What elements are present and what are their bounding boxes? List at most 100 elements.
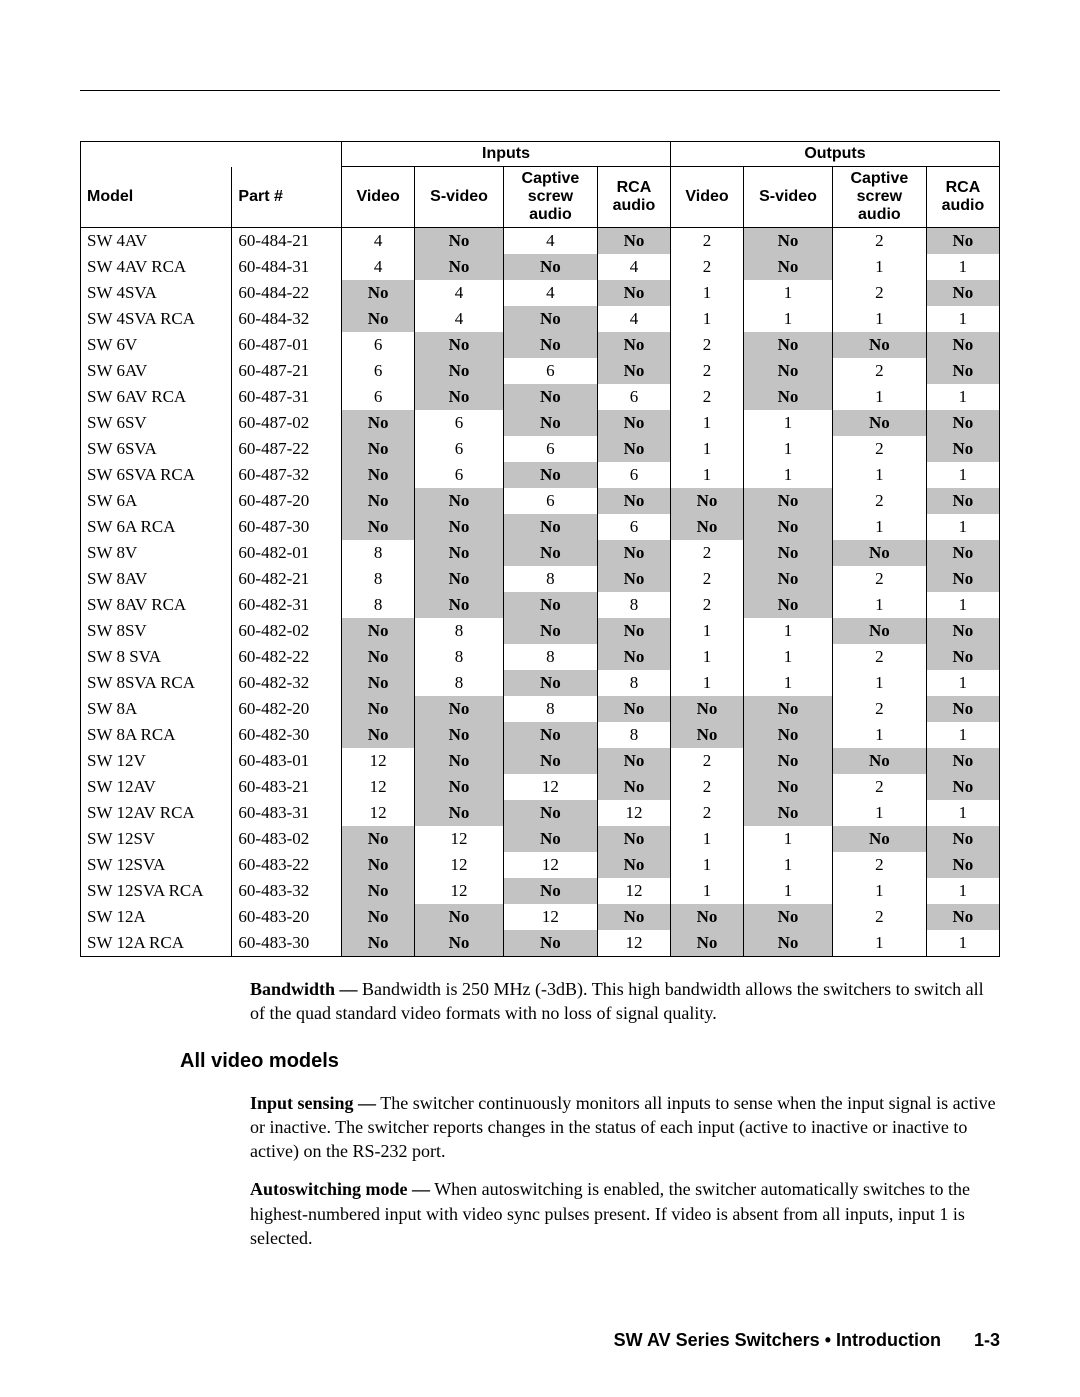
cell-out_sv: No (744, 748, 833, 774)
cell-out_rca: 1 (926, 722, 999, 748)
cell-out_sv: 1 (744, 644, 833, 670)
cell-out_rca: No (926, 332, 999, 358)
cell-out_rca: 1 (926, 670, 999, 696)
cell-model: SW 12V (81, 748, 232, 774)
table-row: SW 6A60-487-20NoNo6NoNoNo2No (81, 488, 1000, 514)
cell-out_v: 1 (671, 462, 744, 488)
cell-out_v: 1 (671, 436, 744, 462)
cell-part: 60-484-32 (232, 306, 342, 332)
table-row: SW 6SVA RCA60-487-32No6No61111 (81, 462, 1000, 488)
document-page: Inputs Outputs Model Part # Video S-vide… (0, 0, 1080, 1397)
cell-out_sv: No (744, 696, 833, 722)
cell-in_v: No (342, 930, 415, 957)
cell-part: 60-484-22 (232, 280, 342, 306)
cell-in_cs: 12 (503, 904, 597, 930)
cell-in_rca: No (597, 774, 670, 800)
cell-out_rca: 1 (926, 384, 999, 410)
cell-out_sv: No (744, 332, 833, 358)
cell-model: SW 6SVA RCA (81, 462, 232, 488)
cell-out_sv: 1 (744, 618, 833, 644)
cell-in_v: 12 (342, 800, 415, 826)
cell-in_sv: No (415, 384, 504, 410)
cell-in_sv: 6 (415, 436, 504, 462)
cell-out_cs: 2 (832, 488, 926, 514)
cell-part: 60-483-20 (232, 904, 342, 930)
cell-part: 60-487-21 (232, 358, 342, 384)
cell-out_rca: 1 (926, 930, 999, 957)
cell-out_cs: No (832, 332, 926, 358)
table-row: SW 12A RCA60-483-30NoNoNo12NoNo11 (81, 930, 1000, 957)
cell-out_rca: 1 (926, 254, 999, 280)
cell-out_sv: No (744, 254, 833, 280)
cell-in_v: No (342, 852, 415, 878)
table-head: Inputs Outputs Model Part # Video S-vide… (81, 142, 1000, 228)
cell-part: 60-487-30 (232, 514, 342, 540)
cell-in_rca: No (597, 826, 670, 852)
cell-in_sv: No (415, 332, 504, 358)
cell-in_rca: No (597, 436, 670, 462)
cell-in_sv: 12 (415, 852, 504, 878)
cell-out_cs: 2 (832, 358, 926, 384)
cell-part: 60-484-21 (232, 228, 342, 255)
cell-in_rca: 6 (597, 514, 670, 540)
cell-model: SW 6A (81, 488, 232, 514)
cell-in_rca: 12 (597, 800, 670, 826)
cell-in_v: 8 (342, 566, 415, 592)
cell-in_rca: No (597, 280, 670, 306)
cell-part: 60-482-31 (232, 592, 342, 618)
col-in-captive: Captivescrewaudio (503, 167, 597, 228)
col-out-svideo: S-video (744, 167, 833, 228)
cell-in_v: 6 (342, 332, 415, 358)
cell-out_rca: 1 (926, 306, 999, 332)
table-row: SW 4AV RCA60-484-314NoNo42No11 (81, 254, 1000, 280)
cell-out_v: 1 (671, 306, 744, 332)
cell-out_sv: 1 (744, 462, 833, 488)
cell-model: SW 12AV RCA (81, 800, 232, 826)
video-models-text: Input sensing — The switcher continuousl… (250, 1091, 1000, 1251)
cell-in_cs: 8 (503, 566, 597, 592)
col-model: Model (81, 167, 232, 228)
cell-in_cs: No (503, 670, 597, 696)
cell-model: SW 6A RCA (81, 514, 232, 540)
cell-out_sv: No (744, 514, 833, 540)
cell-out_sv: No (744, 722, 833, 748)
table-row: SW 8SV60-482-02No8NoNo11NoNo (81, 618, 1000, 644)
cell-in_v: No (342, 306, 415, 332)
cell-out_sv: 1 (744, 436, 833, 462)
cell-out_cs: 2 (832, 852, 926, 878)
cell-in_v: No (342, 436, 415, 462)
cell-model: SW 6SVA (81, 436, 232, 462)
cell-part: 60-487-31 (232, 384, 342, 410)
cell-in_rca: No (597, 488, 670, 514)
cell-in_rca: No (597, 540, 670, 566)
cell-part: 60-482-02 (232, 618, 342, 644)
cell-out_v: 1 (671, 670, 744, 696)
cell-part: 60-487-20 (232, 488, 342, 514)
cell-out_rca: No (926, 436, 999, 462)
cell-in_sv: No (415, 566, 504, 592)
cell-in_rca: No (597, 618, 670, 644)
cell-out_sv: 1 (744, 852, 833, 878)
cell-part: 60-487-02 (232, 410, 342, 436)
table-row: SW 6AV60-487-216No6No2No2No (81, 358, 1000, 384)
cell-out_cs: 1 (832, 462, 926, 488)
cell-out_sv: 1 (744, 878, 833, 904)
cell-out_sv: 1 (744, 410, 833, 436)
cell-out_rca: No (926, 852, 999, 878)
cell-in_sv: No (415, 358, 504, 384)
cell-in_rca: No (597, 852, 670, 878)
table-col-row: Model Part # Video S-video Captivescrewa… (81, 167, 1000, 228)
cell-out_cs: 1 (832, 592, 926, 618)
page-footer: SW AV Series Switchers • Introduction 1-… (614, 1330, 1000, 1351)
cell-in_sv: No (415, 800, 504, 826)
table-row: SW 4SVA60-484-22No44No112No (81, 280, 1000, 306)
cell-model: SW 4SVA RCA (81, 306, 232, 332)
cell-in_rca: 8 (597, 670, 670, 696)
cell-in_cs: No (503, 254, 597, 280)
sensing-lead: Input sensing — (250, 1093, 376, 1113)
cell-out_sv: No (744, 228, 833, 255)
table-row: SW 8AV RCA60-482-318NoNo82No11 (81, 592, 1000, 618)
cell-in_sv: No (415, 592, 504, 618)
cell-model: SW 8AV (81, 566, 232, 592)
cell-in_cs: No (503, 592, 597, 618)
